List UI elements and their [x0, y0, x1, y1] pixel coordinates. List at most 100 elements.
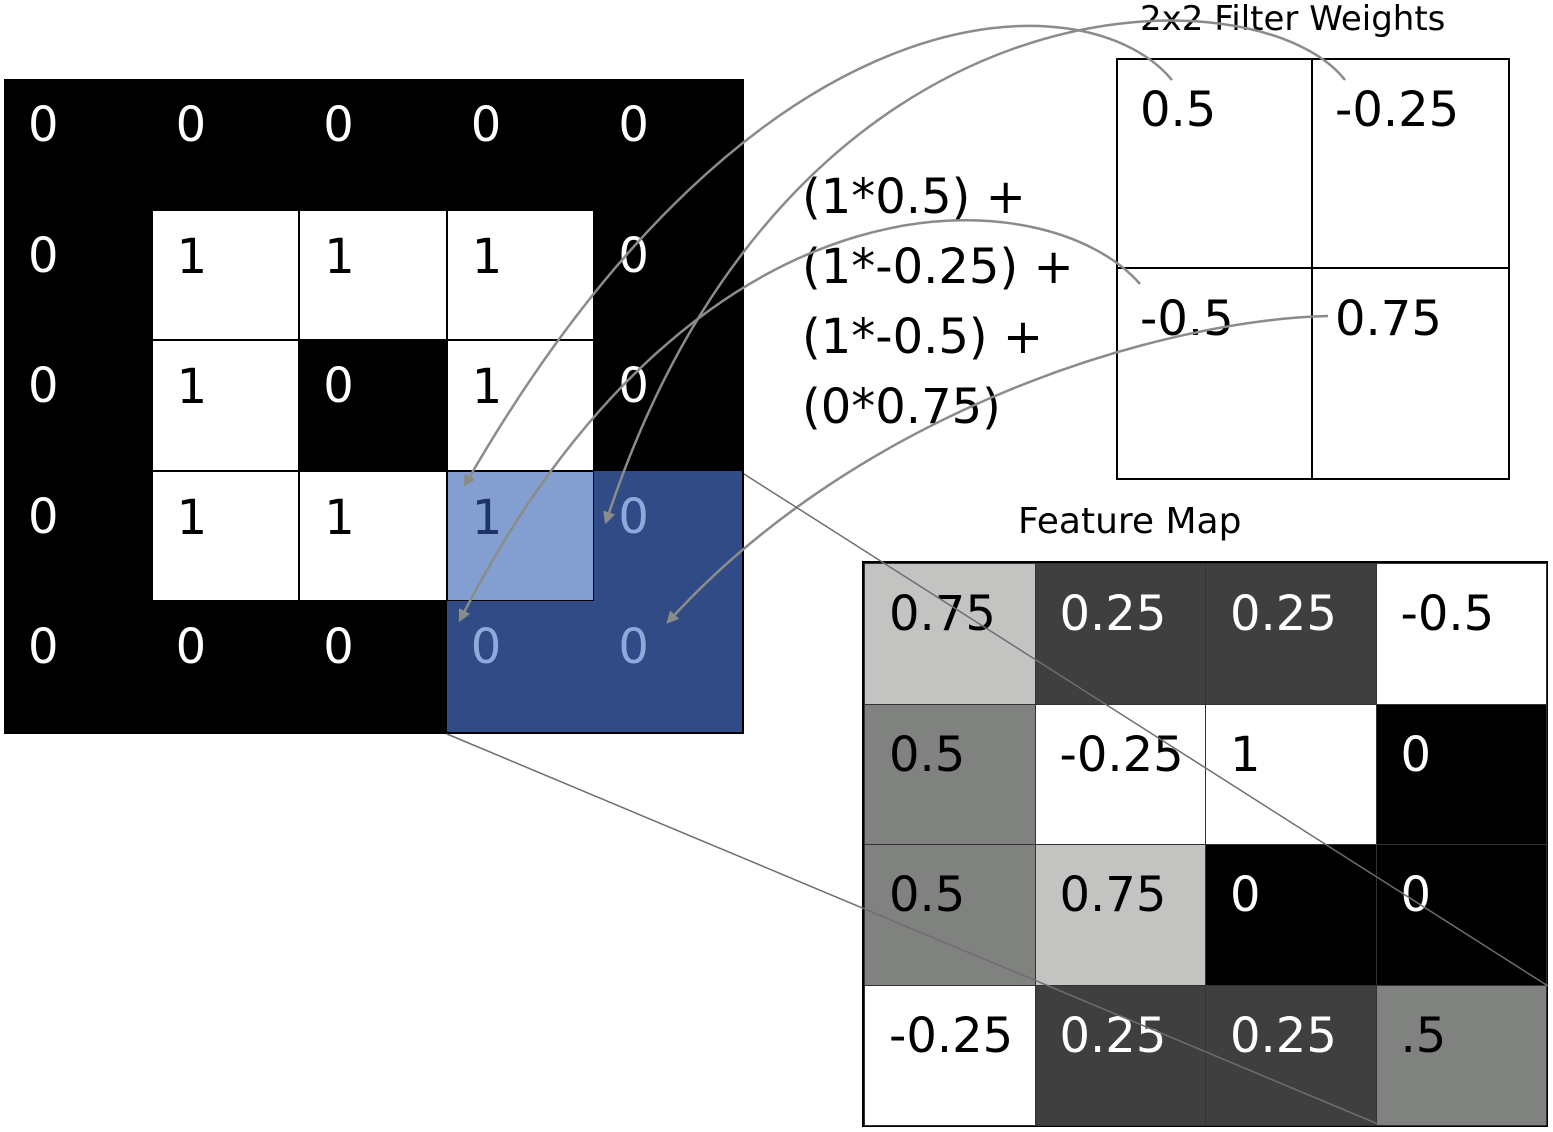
feature-map-cell-1-2: 1	[1205, 703, 1377, 845]
input-cell-value: 0	[323, 358, 354, 414]
input-cell-4-0: 0	[4, 601, 152, 732]
input-cell-2-4: 0	[594, 340, 742, 471]
filter-weight-value: -0.5	[1140, 291, 1234, 347]
input-cell-value: 0	[618, 358, 649, 414]
input-cell-value: 0	[470, 97, 502, 153]
input-cell-value: 0	[28, 488, 59, 545]
filter-cell-0-0: 0.5	[1118, 60, 1313, 269]
feature-map-value: 0.75	[889, 586, 996, 642]
input-cell-value: 0	[618, 227, 649, 284]
input-cell-1-4: 0	[594, 209, 742, 340]
input-cell-value: 0	[28, 358, 59, 414]
input-cell-3-2: 1	[300, 471, 446, 600]
input-cell-2-0: 0	[4, 340, 152, 471]
input-grid: 0 0 0 0 0 0 1 1 1 0 0 1 0 1 0 0 1 1 1 0 0 0 0 0 0	[4, 79, 744, 734]
equation-line: (1*-0.5) +	[802, 309, 1044, 365]
input-cell-value: 0	[618, 97, 649, 153]
filter-weight-value: 0.5	[1140, 82, 1217, 138]
input-cell-value: 1	[471, 489, 503, 546]
feature-map-value: 1	[1230, 726, 1261, 783]
feature-map-cell-1-1: -0.25	[1034, 703, 1206, 845]
feature-map-value: 0.5	[889, 726, 966, 783]
input-cell-0-0: 0	[4, 79, 152, 210]
input-cell-value: 0	[28, 97, 59, 153]
input-cell-0-2: 0	[299, 79, 447, 210]
input-cell-1-2: 1	[300, 210, 446, 339]
input-cell-value: 1	[176, 228, 208, 285]
equation-line: (1*0.5) +	[802, 169, 1026, 225]
feature-map-cell-0-2: 0.25	[1205, 563, 1377, 705]
feature-map-value: 0	[1400, 867, 1432, 923]
feature-map-value: -0.25	[1059, 726, 1184, 783]
equation-line: (1*-0.25) +	[802, 239, 1074, 295]
feature-map-value: 0.75	[1059, 867, 1167, 923]
filter-cell-0-1: -0.25	[1313, 60, 1508, 269]
feature-map-value: 0.25	[1059, 1007, 1167, 1064]
input-cell-value: 1	[176, 359, 208, 415]
equation-line: (0*0.75)	[802, 379, 1001, 435]
feature-map-cell-1-3: 0	[1375, 703, 1547, 845]
feature-map-value: -0.5	[1400, 586, 1495, 642]
feature-map-cell-3-1: 0.25	[1034, 984, 1206, 1126]
input-cell-value: 1	[471, 359, 503, 415]
feature-map-cell-3-0: -0.25	[864, 984, 1036, 1126]
input-cell-value: 0	[175, 97, 207, 153]
feature-map-cell-1-0: 0.5	[864, 703, 1036, 845]
input-cell-value: 1	[471, 228, 503, 285]
input-cell-4-1: 0	[151, 601, 300, 732]
filter-grid: 0.5 -0.25 -0.5 0.75	[1116, 58, 1510, 480]
feature-map-cell-0-1: 0.25	[1034, 563, 1206, 705]
input-cell-value: 0	[175, 619, 207, 675]
input-cell-value: 0	[618, 488, 649, 545]
input-cell-0-4: 0	[594, 79, 742, 210]
input-cell-value: 1	[324, 228, 355, 285]
input-cell-2-1: 1	[152, 341, 299, 470]
feature-map-cell-2-1: 0.75	[1034, 844, 1206, 986]
input-cell-value: 0	[323, 97, 354, 153]
filter-cell-1-0: -0.5	[1118, 269, 1313, 478]
input-cell-value: 0	[323, 619, 354, 675]
feature-map-cell-3-3: .5	[1375, 984, 1547, 1126]
feature-map-grid: 0.75 0.25 0.25 -0.5 0.5 -0.25 1 0 0.5 0.75 0 0 -0.25…	[862, 561, 1548, 1127]
feature-map-cell-0-0: 0.75	[864, 563, 1036, 705]
feature-map-value: 0.5	[889, 867, 966, 923]
input-cell-1-0: 0	[4, 209, 152, 340]
input-cell-2-3: 1	[447, 341, 594, 470]
feature-map-value: 0.25	[1230, 586, 1337, 642]
input-cell-3-4: 0	[594, 470, 742, 601]
input-cell-1-3: 1	[447, 210, 594, 339]
input-cell-value: 0	[28, 619, 59, 675]
input-cell-value: 0	[618, 619, 649, 675]
input-cell-2-2: 0	[299, 340, 447, 471]
feature-map-value: 0	[1400, 726, 1432, 783]
feature-map-cell-2-2: 0	[1205, 844, 1377, 986]
filter-title: 2x2 Filter Weights	[1140, 0, 1446, 39]
feature-map-cell-0-3: -0.5	[1375, 563, 1547, 705]
input-cell-value: 1	[176, 489, 208, 546]
input-cell-0-3: 0	[446, 79, 595, 210]
input-cell-3-0: 0	[4, 470, 152, 601]
input-cell-3-3: 1	[447, 471, 594, 600]
input-cell-3-1: 1	[152, 471, 299, 600]
input-cell-4-3: 0	[446, 601, 595, 732]
feature-map-value: -0.25	[889, 1007, 1014, 1064]
input-cell-0-1: 0	[151, 79, 300, 210]
feature-map-value: .5	[1400, 1007, 1447, 1064]
input-cell-4-2: 0	[299, 601, 447, 732]
equation: (1*0.5) + (1*-0.25) + (1*-0.5) + (0*0.75…	[802, 162, 1074, 442]
filter-weight-value: -0.25	[1335, 82, 1460, 138]
filter-weight-value: 0.75	[1335, 291, 1442, 347]
feature-map-title: Feature Map	[1018, 501, 1242, 542]
input-cell-value: 0	[470, 619, 502, 675]
input-cell-value: 1	[324, 489, 355, 546]
feature-map-cell-2-3: 0	[1375, 844, 1547, 986]
input-cell-value: 0	[28, 227, 59, 284]
feature-map-value: 0	[1230, 867, 1261, 923]
feature-map-cell-2-0: 0.5	[864, 844, 1036, 986]
feature-map-value: 0.25	[1230, 1007, 1337, 1064]
input-cell-1-1: 1	[152, 210, 299, 339]
feature-map-cell-3-2: 0.25	[1205, 984, 1377, 1126]
feature-map-value: 0.25	[1059, 586, 1167, 642]
filter-cell-1-1: 0.75	[1313, 269, 1508, 478]
input-cell-4-4: 0	[594, 601, 742, 732]
